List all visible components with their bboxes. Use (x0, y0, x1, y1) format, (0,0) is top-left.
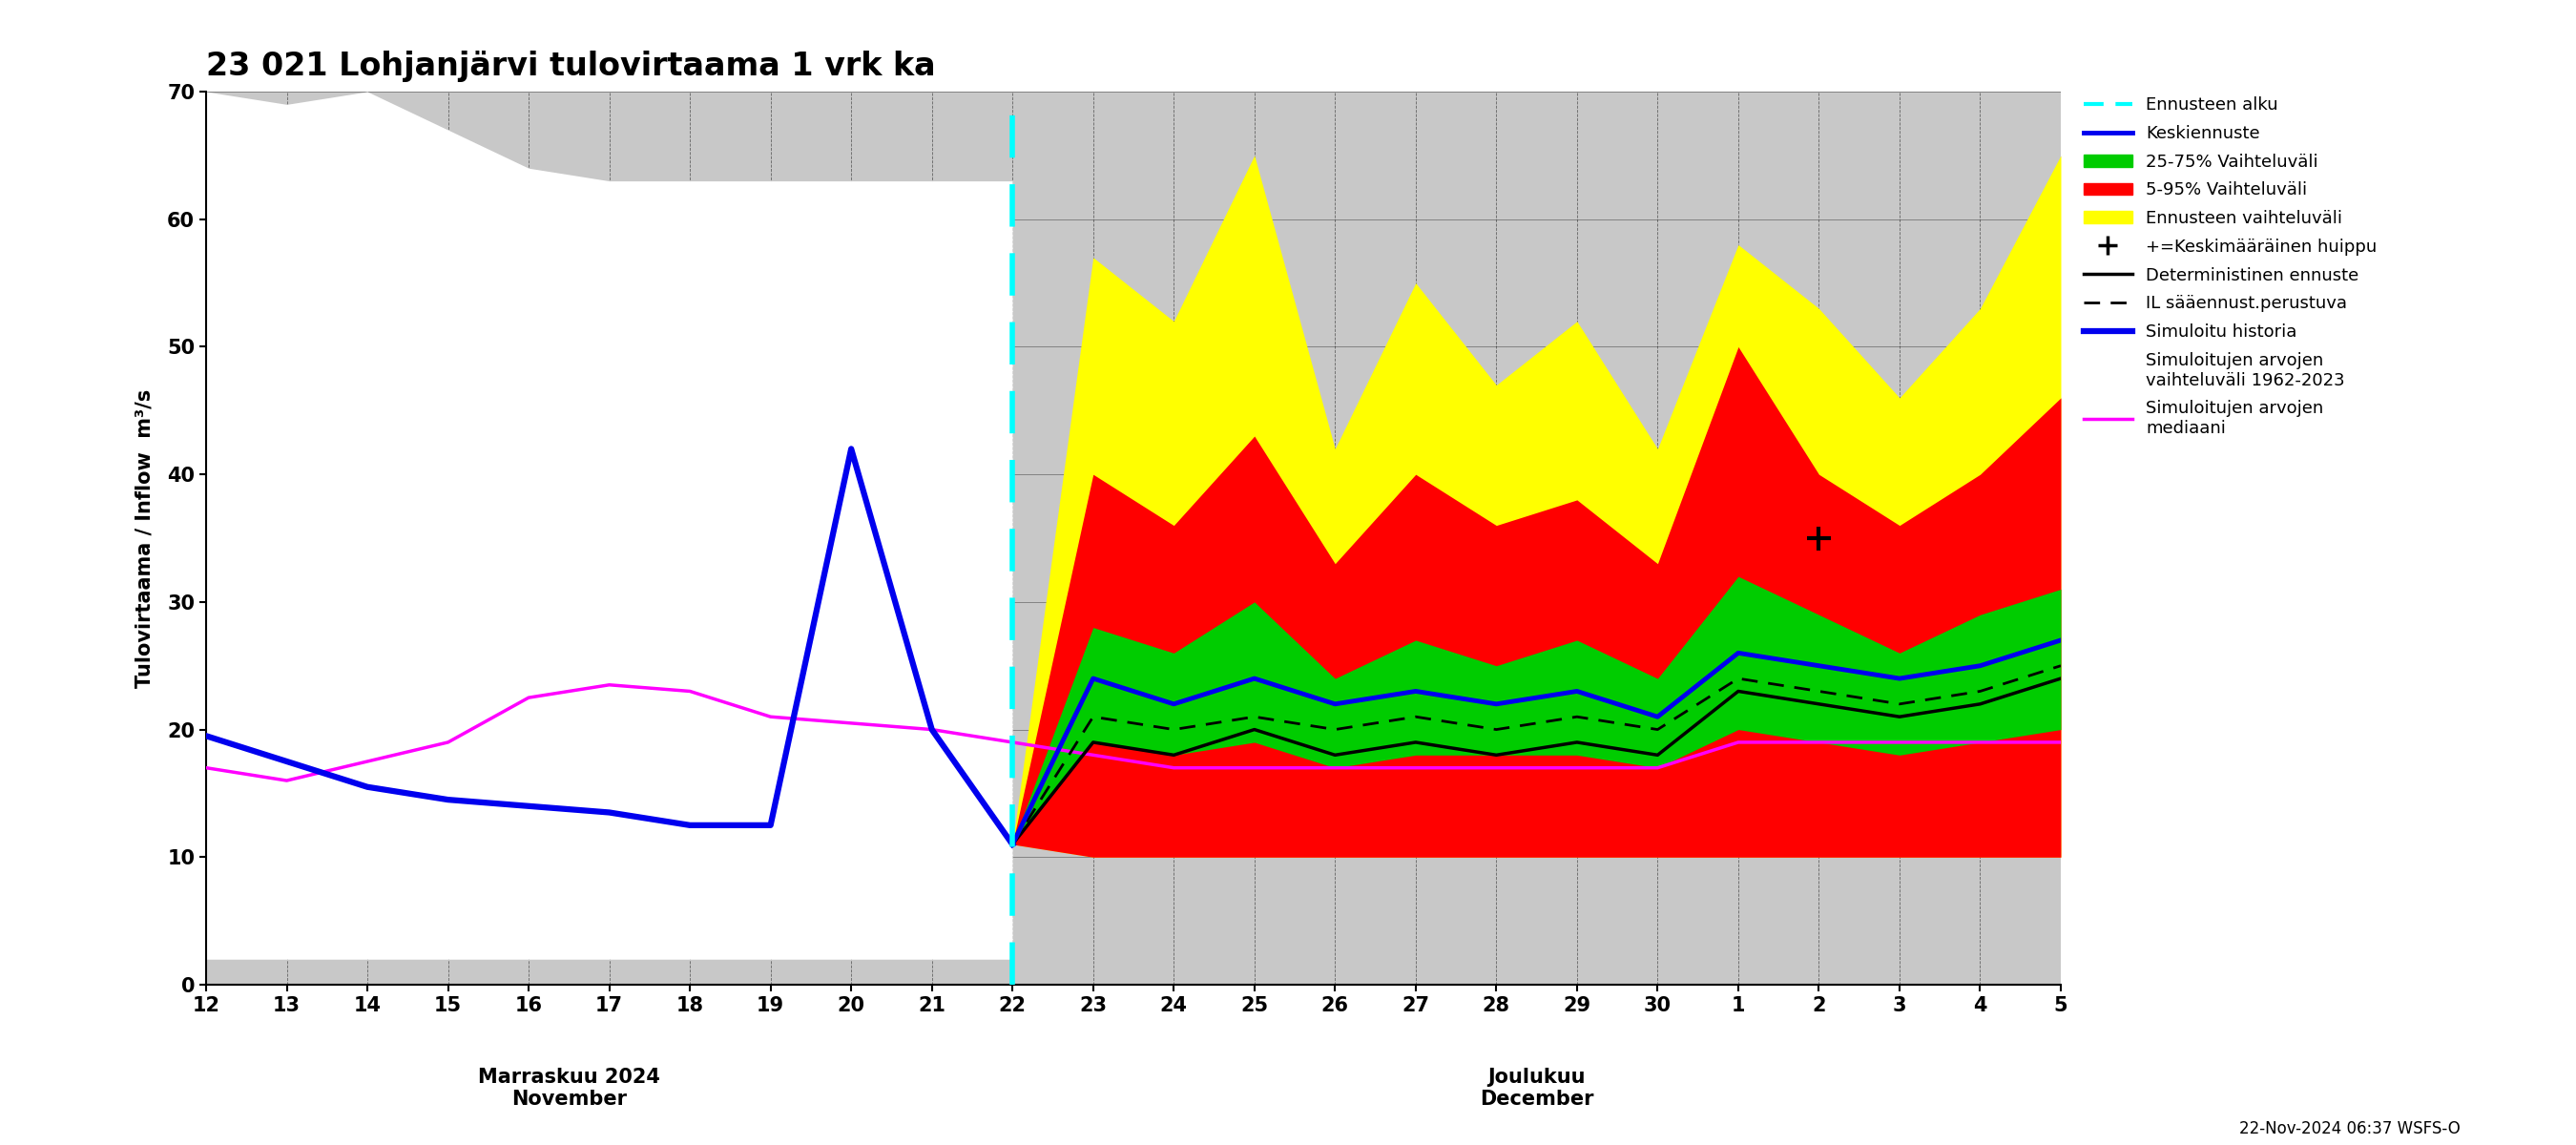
Y-axis label: Tulovirtaama / Inflow  m³/s: Tulovirtaama / Inflow m³/s (134, 388, 155, 688)
Text: 23 021 Lohjanjärvi tulovirtaama 1 vrk ka: 23 021 Lohjanjärvi tulovirtaama 1 vrk ka (206, 50, 935, 82)
Legend: Ennusteen alku, Keskiennuste, 25-75% Vaihteluväli, 5-95% Vaihteluväli, Ennusteen: Ennusteen alku, Keskiennuste, 25-75% Vai… (2079, 92, 2383, 442)
Text: Marraskuu 2024
November: Marraskuu 2024 November (479, 1067, 659, 1108)
Text: Joulukuu
December: Joulukuu December (1479, 1067, 1595, 1108)
Text: 22-Nov-2024 06:37 WSFS-O: 22-Nov-2024 06:37 WSFS-O (2239, 1120, 2460, 1137)
